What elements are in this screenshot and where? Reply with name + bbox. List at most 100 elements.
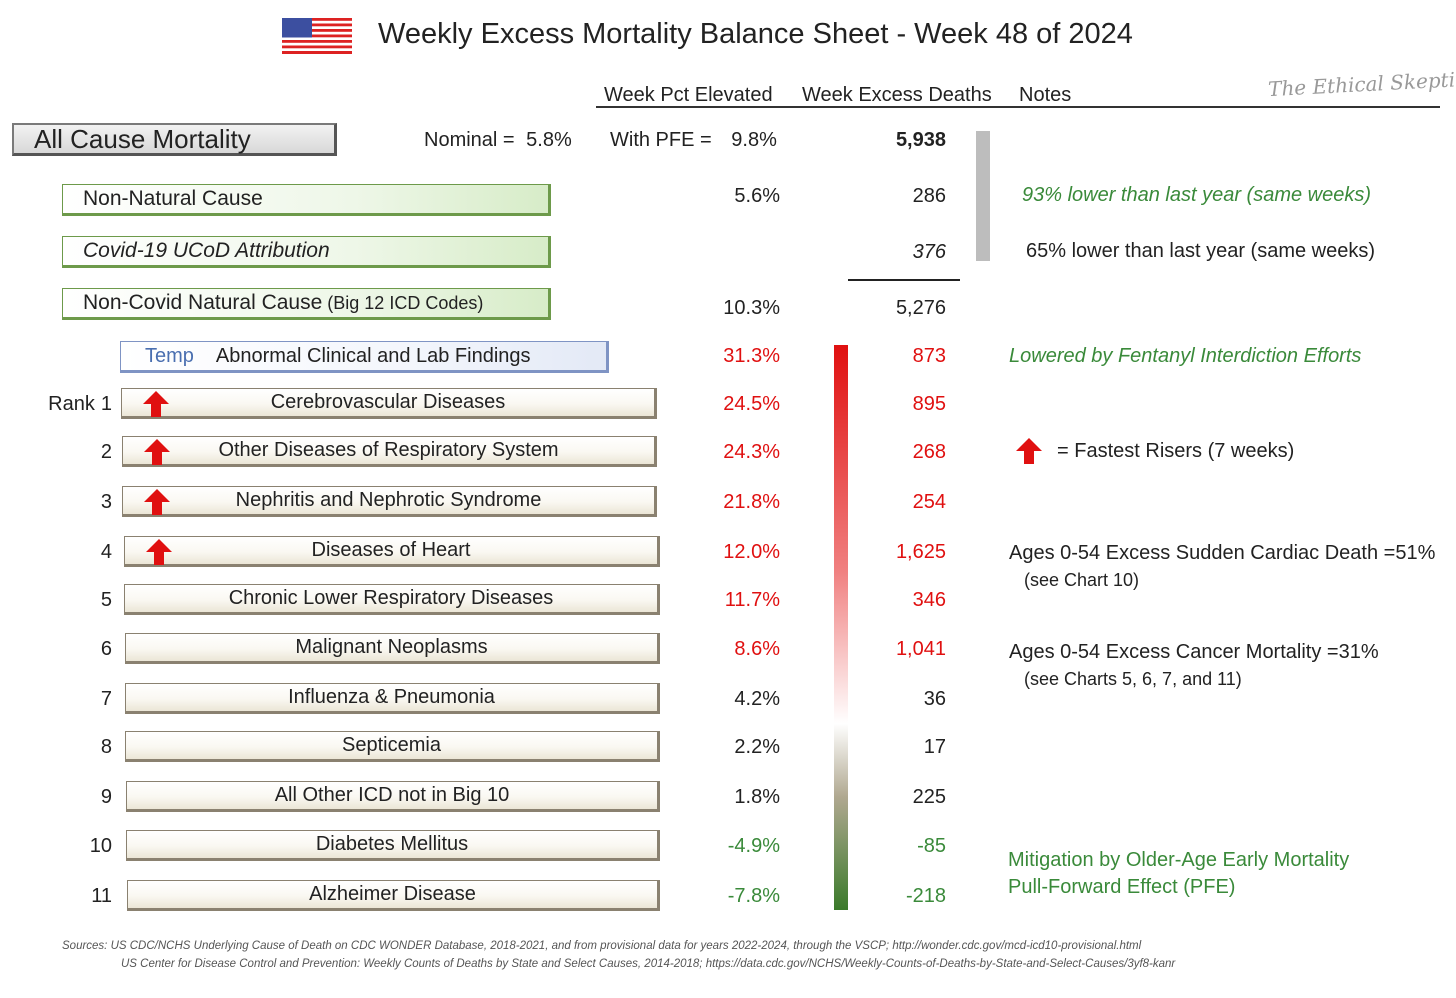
rank-box: Chronic Lower Respiratory Diseases xyxy=(124,584,660,615)
rank-value: 2 xyxy=(100,441,112,463)
note-pfe-line1: Mitigation by Older-Age Early Mortality xyxy=(1008,849,1350,871)
rank-label: Malignant Neoplasms xyxy=(295,636,488,658)
page-title: Weekly Excess Mortality Balance Sheet - … xyxy=(378,18,1133,50)
rank-deaths: 268 xyxy=(912,441,946,463)
rank-value: 3 xyxy=(100,491,112,513)
rank-number: 7 xyxy=(101,688,112,711)
nominal-group: Nominal = 5.8% xyxy=(424,129,572,152)
rank-number: 4 xyxy=(101,541,112,564)
rank-number: 8 xyxy=(101,736,112,759)
rank-pct: 11.7% xyxy=(724,589,780,611)
rank-value: 6 xyxy=(100,638,112,660)
rank-box: Diseases of Heart xyxy=(124,536,660,567)
temp-box: Temp Abnormal Clinical and Lab Findings xyxy=(120,341,609,373)
rank-value: 9 xyxy=(100,786,112,808)
rank-pct: 8.6% xyxy=(734,638,780,660)
rank-box: Cerebrovascular Diseases xyxy=(121,388,657,419)
note-fastest-risers: = Fastest Risers (7 weeks) xyxy=(1057,440,1295,462)
note-temp: Lowered by Fentanyl Interdiction Efforts xyxy=(1009,345,1362,367)
up-arrow-icon xyxy=(1016,438,1042,464)
rank-label: Chronic Lower Respiratory Diseases xyxy=(228,587,554,609)
category-label: Non-Covid Natural Cause xyxy=(83,291,323,314)
rank-pct: 12.0% xyxy=(723,541,780,563)
gradient-scale-bar xyxy=(834,345,848,910)
rank-value: 10 xyxy=(89,835,112,857)
rank-deaths: 254 xyxy=(912,491,946,513)
header-rule xyxy=(596,106,1440,108)
rank-pct: -7.8% xyxy=(727,885,780,907)
pfe-value: 9.8% xyxy=(731,129,777,151)
up-arrow-shape xyxy=(144,439,170,465)
up-arrow-icon xyxy=(146,539,172,565)
category-box-non-natural: Non-Natural Cause xyxy=(62,184,551,216)
rank-deaths: 17 xyxy=(923,736,946,758)
note-covid: 65% lower than last year (same weeks) xyxy=(1026,240,1376,262)
temp-label: Abnormal Clinical and Lab Findings xyxy=(215,344,531,367)
rank-deaths: -85 xyxy=(917,835,946,857)
up-arrow-icon xyxy=(143,391,169,417)
rank-label: Influenza & Pneumonia xyxy=(288,686,495,708)
up-arrow-shape xyxy=(143,391,169,417)
watermark: The Ethical Skeptic xyxy=(1267,66,1456,102)
category-pct: 10.3% xyxy=(723,297,780,319)
rank-number: Rank 1 xyxy=(48,393,112,416)
rank-deaths: 225 xyxy=(912,786,946,808)
rank-pct: 24.3% xyxy=(723,441,780,463)
category-pct: 5.6% xyxy=(734,185,780,207)
up-arrow-shape xyxy=(144,489,170,515)
rank-label: Cerebrovascular Diseases xyxy=(270,391,506,413)
column-header-pct: Week Pct Elevated xyxy=(604,84,773,106)
rank-pct: 2.2% xyxy=(734,736,780,758)
nominal-value: 5.8% xyxy=(526,129,572,151)
note-pfe-line2: Pull-Forward Effect (PFE) xyxy=(1008,876,1236,898)
all-cause-label: All Cause Mortality xyxy=(34,123,251,154)
rank-deaths: -218 xyxy=(905,885,946,907)
rank-label: All Other ICD not in Big 10 xyxy=(274,784,510,806)
rank-label: Diabetes Mellitus xyxy=(315,833,469,855)
up-arrow-icon xyxy=(144,489,170,515)
rank-label: Septicemia xyxy=(342,734,441,756)
temp-pct: 31.3% xyxy=(723,345,780,367)
rank-pct: -4.9% xyxy=(727,835,780,857)
rank-value: 11 xyxy=(91,885,112,907)
pfe-label: With PFE = xyxy=(610,129,712,151)
rank-deaths: 36 xyxy=(923,688,946,710)
pfe-group: With PFE = 9.8% xyxy=(610,129,777,152)
rank-label: Other Diseases of Respiratory System xyxy=(218,439,559,461)
us-flag-icon xyxy=(282,18,352,54)
up-arrow-shape xyxy=(146,539,172,565)
column-header-deaths: Week Excess Deaths xyxy=(802,84,992,106)
all-cause-box: All Cause Mortality xyxy=(12,123,337,156)
rank-box: Alzheimer Disease xyxy=(127,880,660,911)
rank-pct: 24.5% xyxy=(723,393,780,415)
rank-value: 8 xyxy=(100,736,112,758)
rank-value: 5 xyxy=(100,589,112,611)
rank-box: Diabetes Mellitus xyxy=(126,830,660,861)
rank-pct: 21.8% xyxy=(723,491,780,513)
rank-number: 2 xyxy=(101,441,112,464)
note-cancer-line2: (see Charts 5, 6, 7, and 11) xyxy=(1024,669,1242,689)
rank-deaths: 895 xyxy=(912,393,946,415)
rank-deaths: 1,041 xyxy=(895,638,946,660)
column-header-notes: Notes xyxy=(1019,84,1072,106)
category-deaths: 5,276 xyxy=(895,297,946,319)
rank-number: 11 xyxy=(91,885,112,908)
up-arrow-icon xyxy=(144,439,170,465)
rank-value: 1 xyxy=(100,393,112,415)
subtotal-rule xyxy=(848,279,960,281)
sources-line2: US Center for Disease Control and Preven… xyxy=(121,958,1176,970)
category-label: Covid-19 UCoD Attribution xyxy=(83,239,330,262)
rank-value: 4 xyxy=(100,541,112,563)
note-non-natural: 93% lower than last year (same weeks) xyxy=(1022,184,1372,206)
rank-number: 3 xyxy=(101,491,112,514)
note-cardiac-line1: Ages 0-54 Excess Sudden Cardiac Death =5… xyxy=(1009,542,1436,564)
rank-box: Malignant Neoplasms xyxy=(125,633,660,664)
rank-box: Nephritis and Nephrotic Syndrome xyxy=(122,486,657,517)
rank-value: 7 xyxy=(100,688,112,710)
category-box-covid: Covid-19 UCoD Attribution xyxy=(62,236,551,268)
rank-deaths: 1,625 xyxy=(895,541,946,563)
category-box-non-covid: Non-Covid Natural Cause (Big 12 ICD Code… xyxy=(62,288,551,320)
category-deaths: 376 xyxy=(912,241,946,263)
sources-line1: Sources: US CDC/NCHS Underlying Cause of… xyxy=(62,940,1142,952)
rank-pct: 1.8% xyxy=(734,786,780,808)
